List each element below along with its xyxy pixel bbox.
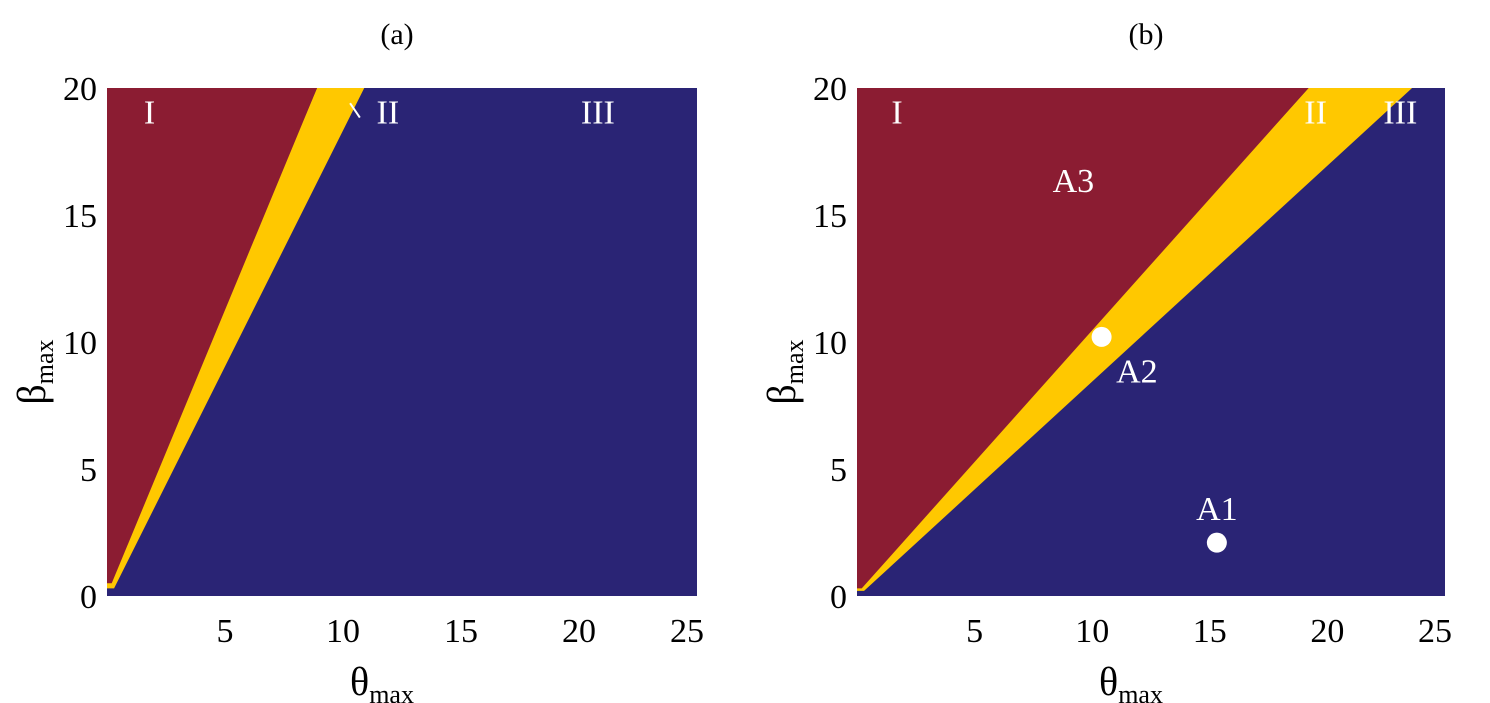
y-tick-label: 10 (63, 325, 97, 362)
panel-title: (b) (1129, 18, 1164, 51)
x-axis-symbol: θ (1099, 659, 1118, 703)
x-axis-label: θmax (1099, 659, 1163, 703)
region-label: A2 (1116, 354, 1158, 391)
x-tick-label: 20 (562, 613, 596, 650)
x-tick-label: 25 (1418, 613, 1452, 650)
y-axis-label: βmax (759, 339, 809, 404)
y-tick-label: 15 (813, 198, 847, 235)
region-II (107, 88, 365, 589)
region-label: II (377, 95, 400, 132)
y-tick-label: 0 (80, 579, 97, 616)
x-tick-label: 10 (326, 613, 360, 650)
x-tick-label: 5 (217, 613, 234, 650)
x-tick-label: 15 (1193, 613, 1227, 650)
marker-a1 (1206, 532, 1227, 553)
region-label: II (1304, 95, 1327, 132)
region-label: A1 (1196, 491, 1238, 528)
region-label: I (891, 95, 902, 132)
x-axis-label: θmax (350, 659, 414, 703)
y-tick-label: 20 (813, 71, 847, 108)
panel-title: (a) (380, 18, 413, 51)
y-axis-symbol: β (759, 384, 804, 404)
y-tick-label: 5 (830, 452, 847, 489)
marker-a2 (1091, 326, 1112, 347)
region-I (857, 88, 1309, 589)
region-label: I (144, 95, 155, 132)
x-axis-subscript: max (1118, 680, 1163, 703)
y-tick-label: 5 (80, 452, 97, 489)
region-II-leader-line (349, 102, 361, 119)
x-tick-label: 10 (1075, 613, 1109, 650)
y-tick-label: 0 (830, 579, 847, 616)
y-axis-symbol: β (9, 384, 54, 404)
region-label: A3 (1053, 163, 1095, 200)
region-label: III (581, 95, 615, 132)
x-tick-label: 15 (444, 613, 478, 650)
y-axis-label: βmax (9, 339, 59, 404)
region-label: III (1383, 95, 1417, 132)
x-tick-label: 25 (670, 613, 704, 650)
y-tick-label: 15 (63, 198, 97, 235)
y-tick-label: 20 (63, 71, 97, 108)
x-axis-symbol: θ (350, 659, 369, 703)
y-tick-label: 10 (813, 325, 847, 362)
x-axis-subscript: max (369, 680, 414, 703)
region-I (107, 88, 318, 584)
x-tick-label: 5 (966, 613, 983, 650)
y-axis-subscript: max (780, 339, 809, 384)
y-axis-subscript: max (30, 339, 59, 384)
region-II (857, 88, 1413, 591)
x-tick-label: 20 (1310, 613, 1344, 650)
